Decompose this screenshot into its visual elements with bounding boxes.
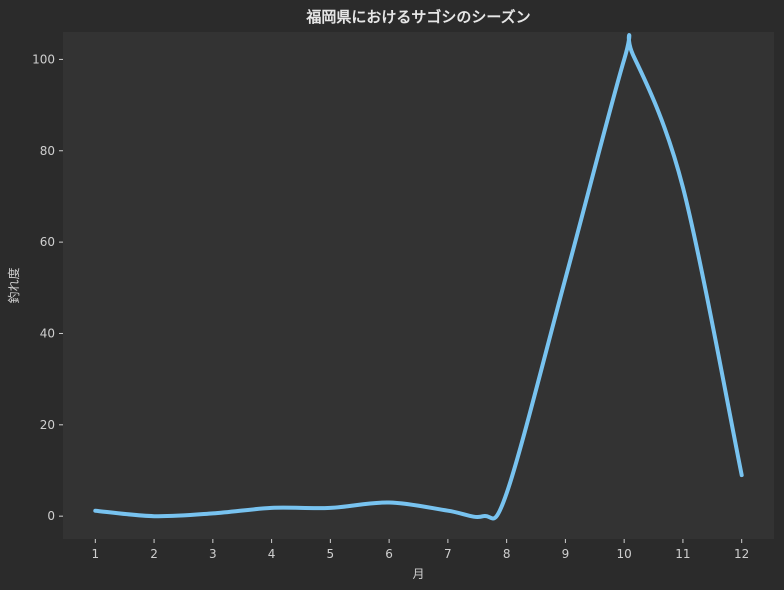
y-tick-label: 60 [40, 235, 55, 249]
x-tick-label: 4 [268, 547, 276, 561]
y-tick-label: 100 [32, 52, 55, 66]
x-tick-label: 11 [675, 547, 690, 561]
x-tick-label: 12 [734, 547, 749, 561]
x-tick-label: 3 [209, 547, 217, 561]
x-tick-label: 5 [327, 547, 335, 561]
x-axis: 1 2 3 4 5 6 7 8 9 10 11 12 [91, 539, 749, 561]
plot-area [63, 32, 774, 539]
x-tick-label: 1 [91, 547, 99, 561]
series-group [93, 33, 744, 521]
series-line [93, 33, 744, 521]
y-axis-label: 釣れ度 [6, 267, 21, 303]
y-tick-label: 20 [40, 418, 55, 432]
x-tick-label: 9 [562, 547, 570, 561]
y-axis: 0 20 40 60 80 100 [32, 52, 63, 523]
x-tick-label: 8 [503, 547, 511, 561]
x-tick-label: 10 [617, 547, 632, 561]
x-tick-label: 6 [385, 547, 393, 561]
chart-title: 福岡県におけるサゴシのシーズン [305, 8, 530, 26]
y-tick-label: 40 [40, 326, 55, 340]
x-tick-label: 2 [150, 547, 158, 561]
y-tick-label: 0 [47, 509, 55, 523]
x-tick-label: 7 [444, 547, 452, 561]
x-axis-label: 月 [412, 567, 424, 581]
y-tick-label: 80 [40, 144, 55, 158]
